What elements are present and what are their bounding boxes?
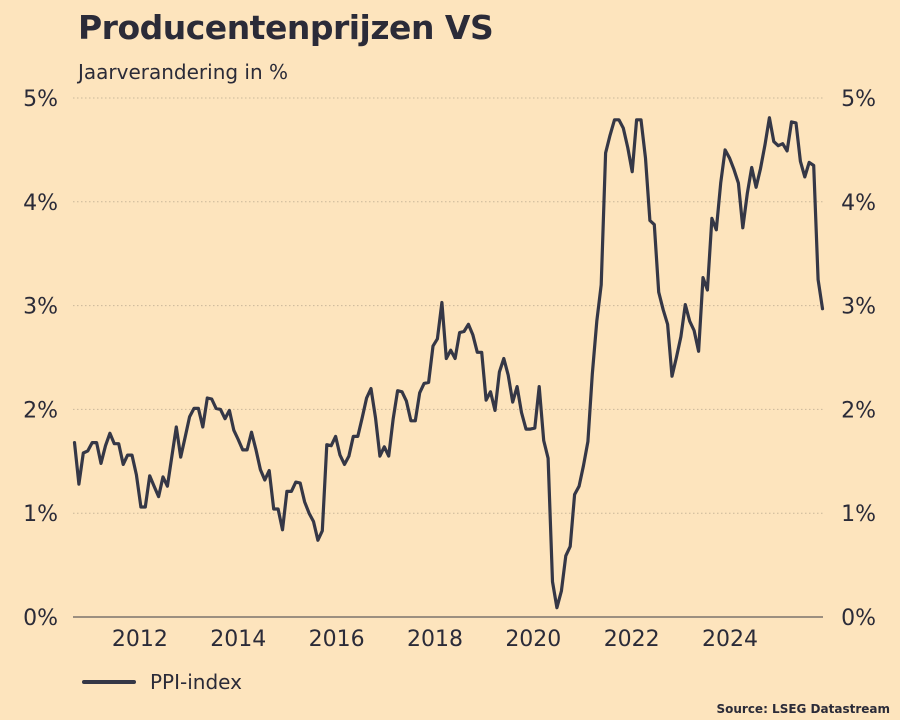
series-line-ppi-index [72,116,825,610]
y-tick-label-right: 4% [841,191,876,216]
series-group [72,116,825,610]
y-tick-label-right: 3% [841,295,876,320]
y-tick-label-right: 0% [841,606,876,631]
x-tick-label: 2018 [407,627,463,652]
x-tick-label: 2012 [112,627,168,652]
y-tick-label-left: 1% [23,502,58,527]
y-tick-label-right: 5% [841,87,876,112]
y-tick-label-left: 4% [23,191,58,216]
chart-title: Producentenprijzen VS [78,8,494,47]
legend-line-swatch [82,680,136,684]
y-tick-label-left: 5% [23,87,58,112]
source-note: Source: LSEG Datastream [716,702,890,716]
y-axis-right: 0% 1% 2% 3% 4% 5% [841,87,876,631]
x-tick-label: 2024 [702,627,758,652]
x-tick-label: 2022 [604,627,660,652]
y-tick-label-left: 3% [23,295,58,320]
x-tick-label: 2014 [210,627,266,652]
y-axis-left: 0% 1% 2% 3% 4% 5% [23,87,58,631]
chart-subtitle: Jaarverandering in % [78,60,289,84]
y-tick-label-right: 2% [841,398,876,423]
y-tick-label-right: 1% [841,502,876,527]
x-tick-label: 2016 [309,627,365,652]
x-axis: 2012 2014 2016 2018 2020 2022 2024 [112,627,758,652]
x-tick-label: 2020 [505,627,561,652]
legend: PPI-index [82,670,242,694]
y-tick-label-left: 2% [23,398,58,423]
y-tick-label-left: 0% [23,606,58,631]
legend-label: PPI-index [150,670,242,694]
